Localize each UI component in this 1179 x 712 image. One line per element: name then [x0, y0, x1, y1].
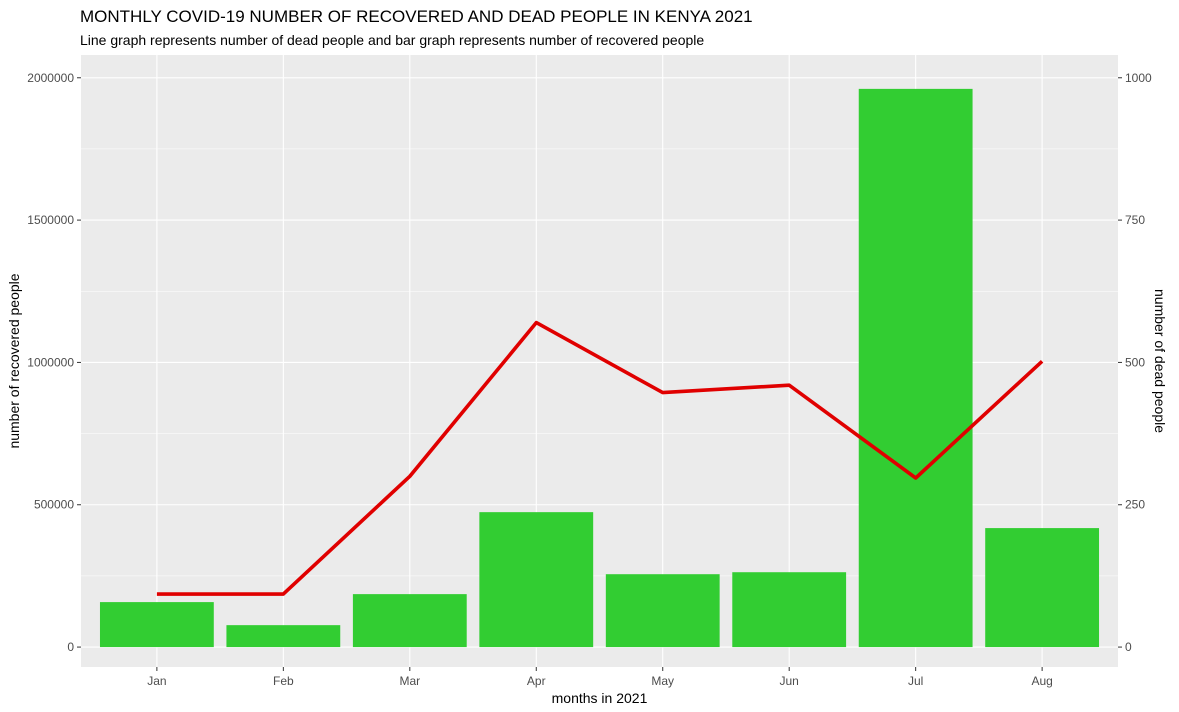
y-tick-label-left: 500000: [34, 498, 74, 512]
bar-mar: [352, 594, 467, 648]
bar-may: [605, 574, 720, 648]
x-tick-label: May: [651, 674, 674, 688]
y-tick-label-left: 0: [67, 640, 74, 654]
x-tick-label: Feb: [273, 674, 294, 688]
x-tick-label: Aug: [1031, 674, 1052, 688]
axes: 0 500000 1000000 1500000 2000000 0 250 500 750 10…: [27, 71, 1152, 688]
y-tick-label-right: 750: [1125, 213, 1145, 227]
y-tick-label-right: 1000: [1125, 71, 1152, 85]
y-tick-label-left: 1500000: [27, 213, 74, 227]
bar-jul: [858, 88, 973, 648]
y-axis-label-right: number of dead people: [1152, 289, 1168, 433]
chart-subtitle: Line graph represents number of dead peo…: [80, 32, 705, 48]
y-tick-label-right: 500: [1125, 355, 1145, 369]
y-tick-label-left: 2000000: [27, 71, 74, 85]
x-tick-label: Mar: [399, 674, 420, 688]
y-tick-label-right: 0: [1125, 640, 1132, 654]
x-tick-label: Apr: [527, 674, 546, 688]
bar-jan: [99, 602, 214, 648]
dead-people-line: [156, 320, 1044, 596]
bar-aug: [985, 528, 1100, 648]
bar-apr: [479, 512, 594, 648]
x-tick-label: Jan: [147, 674, 166, 688]
bar-jun: [732, 572, 847, 648]
dead-line: [156, 320, 1044, 596]
chart-title: MONTHLY COVID-19 NUMBER OF RECOVERED AND…: [80, 7, 753, 26]
y-tick-label-right: 250: [1125, 498, 1145, 512]
x-tick-label: Jul: [908, 674, 923, 688]
y-tick-label-left: 1000000: [27, 355, 74, 369]
x-axis-label: months in 2021: [552, 690, 648, 706]
bars: [99, 88, 1100, 648]
y-axis-label-left: number of recovered people: [6, 273, 22, 448]
bar-feb: [226, 625, 341, 648]
x-tick-label: Jun: [780, 674, 799, 688]
